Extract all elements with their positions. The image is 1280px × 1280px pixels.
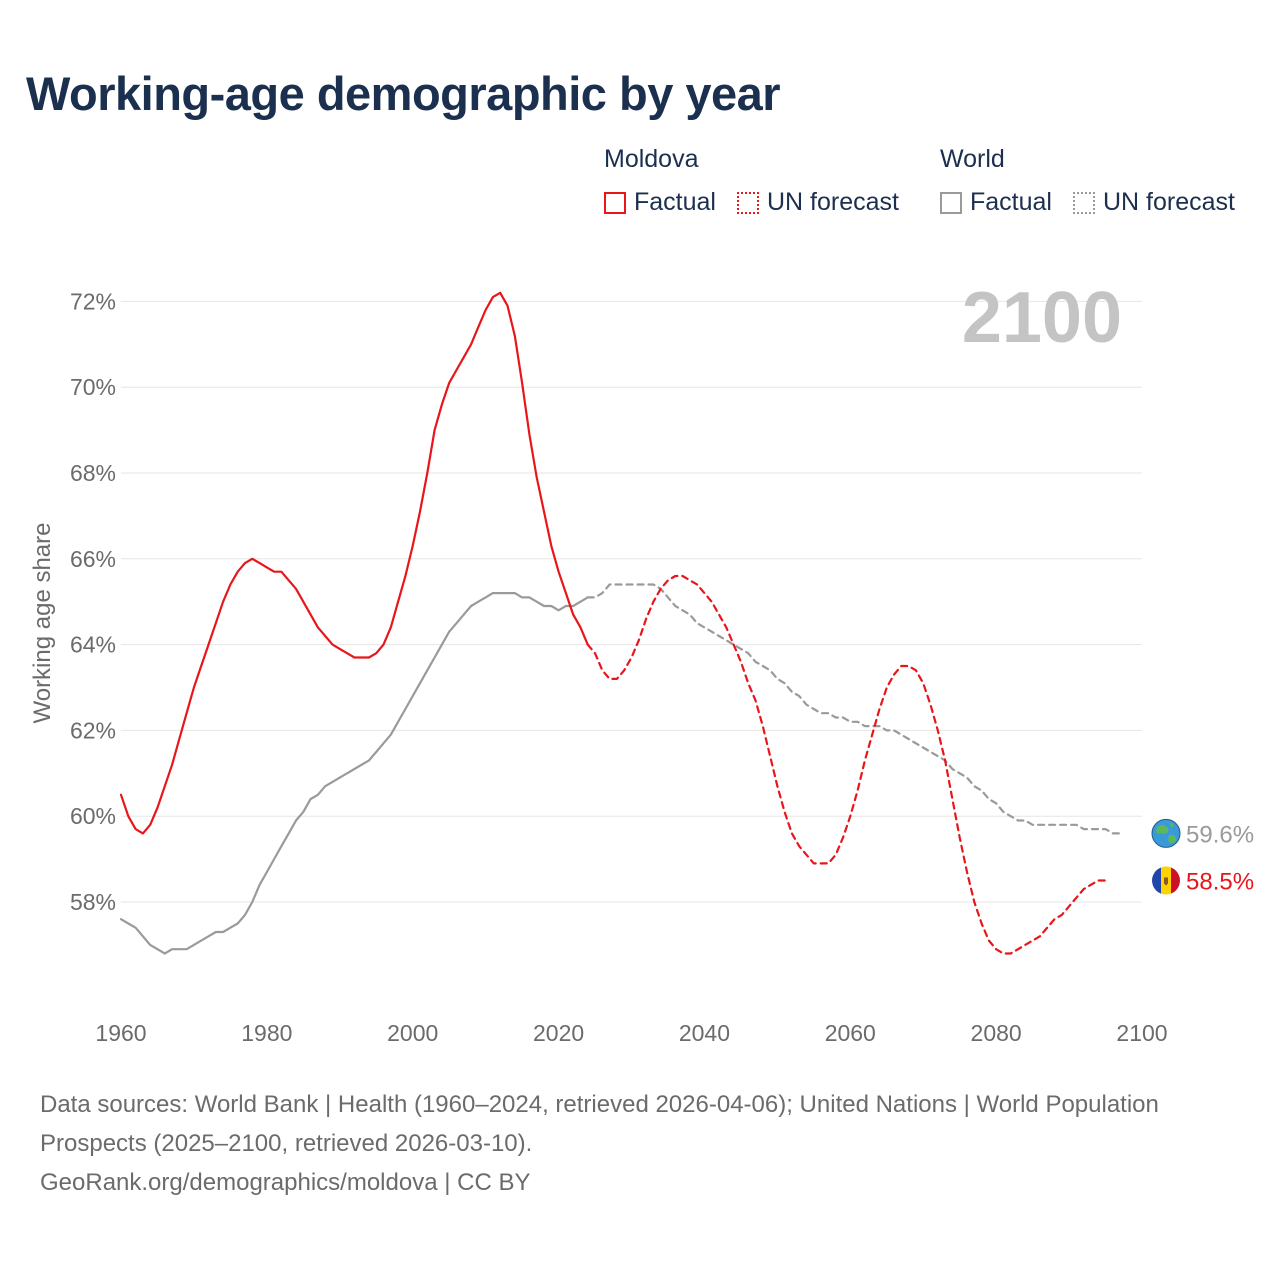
end-label-world: 59.6% bbox=[1186, 821, 1254, 848]
legend-swatch-moldova-factual bbox=[604, 191, 626, 214]
legend-swatch-world-factual bbox=[940, 191, 962, 214]
x-tick-label: 2100 bbox=[1116, 1020, 1167, 1046]
legend-label: UN forecast bbox=[1103, 188, 1235, 216]
y-tick-label: 68% bbox=[70, 460, 116, 486]
y-tick-label: 64% bbox=[70, 632, 116, 658]
x-axis-ticks: 1960 1980 2000 2020 2040 2060 2080 2100 bbox=[95, 1020, 1167, 1046]
series-moldova-forecast-line bbox=[586, 574, 1107, 955]
x-tick-label: 2000 bbox=[387, 1020, 438, 1046]
legend-group-world: World bbox=[940, 145, 1005, 173]
legend-label: Factual bbox=[634, 188, 716, 216]
x-tick-label: 1980 bbox=[241, 1020, 292, 1046]
x-tick-label: 2040 bbox=[679, 1020, 730, 1046]
legend-item-world-forecast[interactable]: UN forecast bbox=[1073, 188, 1235, 217]
year-watermark: 2100 bbox=[962, 278, 1122, 358]
legend-group-moldova: Moldova bbox=[604, 145, 699, 173]
x-tick-label: 1960 bbox=[95, 1020, 146, 1046]
data-sources: Data sources: World Bank | Health (1960–… bbox=[40, 1091, 1159, 1157]
legend-item-moldova-forecast[interactable]: UN forecast bbox=[737, 188, 899, 217]
globe-icon bbox=[1151, 818, 1181, 848]
chart-title: Working-age demographic by year bbox=[26, 67, 781, 120]
legend-swatch-world-forecast bbox=[1073, 191, 1095, 214]
legend-label: Factual bbox=[970, 188, 1052, 216]
y-tick-label: 70% bbox=[70, 374, 116, 400]
series-world-factual-line bbox=[119, 592, 589, 955]
legend-label: UN forecast bbox=[767, 188, 899, 216]
y-axis-label: Working age share bbox=[29, 523, 56, 724]
y-tick-label: 66% bbox=[70, 546, 116, 572]
y-tick-label: 58% bbox=[70, 889, 116, 915]
grid-lines bbox=[121, 300, 1142, 903]
x-tick-label: 2060 bbox=[825, 1020, 876, 1046]
series-lines bbox=[119, 291, 1122, 955]
y-tick-label: 60% bbox=[70, 803, 116, 829]
credit-link[interactable]: GeoRank.org/demographics/moldova | CC BY bbox=[40, 1169, 531, 1196]
moldova-flag-icon bbox=[1152, 866, 1180, 895]
series-moldova-factual-line bbox=[119, 291, 589, 835]
legend-swatch-moldova-forecast bbox=[737, 191, 759, 214]
series-world-forecast-line bbox=[586, 583, 1122, 835]
legend-item-moldova-factual[interactable]: Factual bbox=[604, 188, 716, 217]
x-tick-label: 2020 bbox=[533, 1020, 584, 1046]
x-tick-label: 2080 bbox=[971, 1020, 1022, 1046]
y-tick-label: 72% bbox=[70, 288, 116, 314]
end-label-moldova: 58.5% bbox=[1186, 869, 1254, 896]
y-tick-label: 62% bbox=[70, 717, 116, 743]
line-chart: 2100 58% 60% 62% 64% 66% 68% 70% 72% 1960 1980 20… bbox=[29, 278, 1254, 1046]
footer: Data sources: World Bank | Health (1960–… bbox=[40, 1085, 1240, 1202]
y-axis-ticks: 58% 60% 62% 64% 66% 68% 70% 72% bbox=[70, 288, 116, 915]
legend-item-world-factual[interactable]: Factual bbox=[940, 188, 1052, 217]
